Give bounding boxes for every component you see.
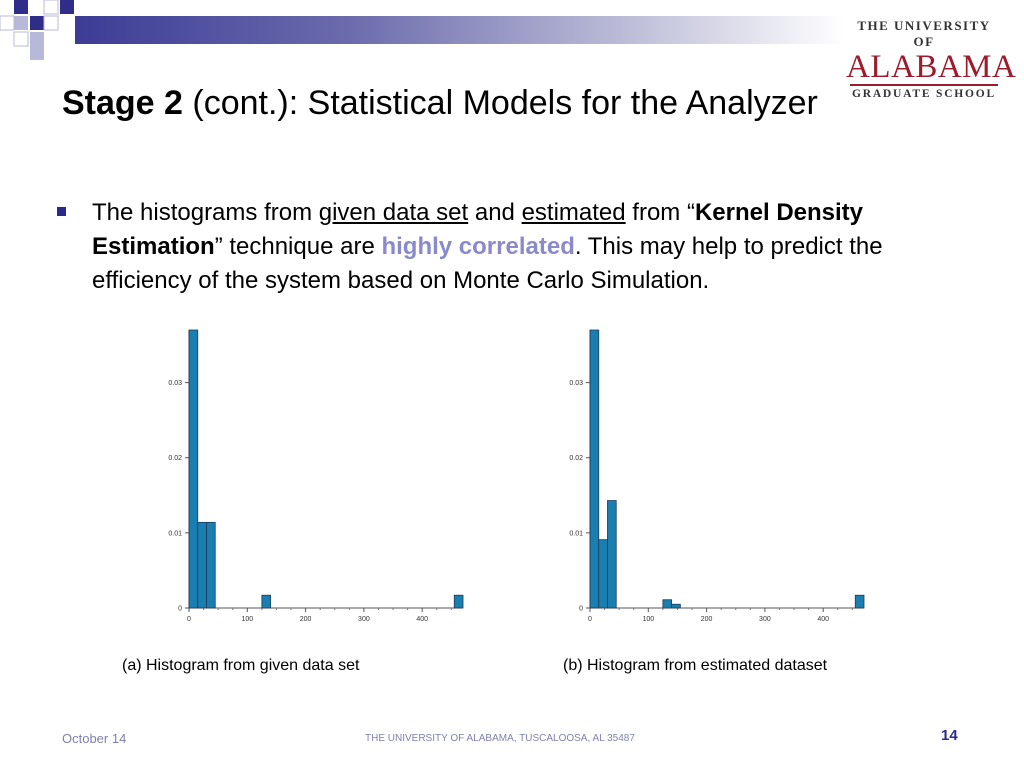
header-gradient-bar	[75, 16, 845, 44]
histogram-bar	[589, 329, 600, 609]
logo-line3: GRADUATE SCHOOL	[851, 88, 997, 100]
title-bold: Stage 2	[62, 84, 183, 122]
y-tick-label: 0.02	[569, 455, 583, 462]
histogram-bar	[671, 603, 681, 609]
x-tick-label: 0	[187, 616, 191, 623]
x-tick-label: 300	[759, 616, 771, 623]
histogram-bar	[197, 521, 207, 609]
slide-title: Stage 2 (cont.): Statistical Models for …	[62, 84, 818, 123]
bullet-square-icon	[57, 207, 66, 216]
caption-b: (b) Histogram from estimated dataset	[563, 657, 828, 674]
x-tick-label: 300	[358, 616, 370, 623]
x-tick-label: 200	[701, 616, 713, 623]
y-tick-label: 0.01	[569, 530, 583, 537]
histogram-bar	[188, 329, 199, 609]
y-tick-label: 0.03	[569, 380, 583, 387]
logo-line2: ALABAMA	[846, 49, 1017, 85]
x-tick-label: 0	[588, 616, 592, 623]
histogram-bar	[598, 539, 608, 609]
histogram-a: 0 100 200 300 400 0 0.01 0.02 0.03	[168, 329, 464, 623]
histogram-bar	[453, 594, 464, 609]
footer-date: October 14	[62, 731, 127, 746]
y-tick-label: 0.01	[168, 530, 182, 537]
x-tick-label: 400	[817, 616, 829, 623]
histogram-b: 0 100 200 300 400 0 0.01 0.02 0.03	[569, 329, 865, 623]
corner-decoration	[0, 0, 74, 60]
histogram-bar	[854, 594, 865, 609]
bullet-text: The histograms from given data set and e…	[92, 196, 922, 298]
y-tick-label: 0.03	[168, 380, 182, 387]
bullet-underlined-estimated: estimated	[521, 199, 626, 226]
footer-address: THE UNIVERSITY OF ALABAMA, TUSCALOOSA, A…	[365, 733, 635, 744]
page-number: 14	[941, 727, 958, 744]
x-tick-label: 200	[300, 616, 312, 623]
y-tick-label: 0.02	[168, 455, 182, 462]
bullet-text-part: ” technique are	[214, 233, 382, 260]
bullet-text-part: The histograms from	[92, 199, 319, 226]
x-tick-label: 100	[241, 616, 253, 623]
university-logo: THE UNIVERSITY OF ALABAMA GRADUATE SCHOO…	[846, 18, 1017, 100]
y-tick-label: 0	[178, 606, 182, 613]
caption-a: (a) Histogram from given data set	[122, 657, 360, 674]
x-tick-label: 100	[642, 616, 654, 623]
histogram-bar	[261, 594, 272, 609]
bullet-highlight: highly correlated	[381, 233, 575, 260]
histogram-bar	[206, 521, 216, 609]
title-rest: (cont.): Statistical Models for the Anal…	[182, 84, 818, 122]
x-tick-label: 400	[416, 616, 428, 623]
histogram-bar	[662, 599, 673, 609]
histogram-bar	[607, 500, 617, 609]
bullet-bold-kde: Kernel Density Estimation	[92, 199, 864, 260]
logo-line1: THE UNIVERSITY OF	[857, 18, 991, 49]
bullet-text-part: and	[468, 199, 522, 226]
bullet-underlined-given: given data set	[318, 199, 469, 226]
y-tick-label: 0	[579, 606, 583, 613]
bullet-text-part: . This may help to predict the efficienc…	[92, 233, 883, 294]
bullet-text-part: from “	[625, 199, 695, 226]
logo-rule	[850, 84, 998, 86]
